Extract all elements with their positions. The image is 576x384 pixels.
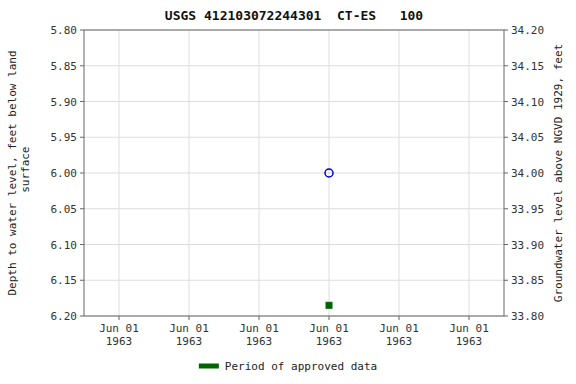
grid-line	[84, 208, 504, 209]
tick-label: 33.95	[511, 203, 544, 216]
text-line: 1963	[456, 335, 483, 348]
tick-label: 6.10	[51, 239, 78, 252]
grid	[84, 30, 504, 316]
legend: Period of approved data	[199, 360, 377, 373]
tick-mark	[80, 244, 84, 245]
tick-label: Jun 011963	[169, 322, 209, 348]
tick-mark	[504, 280, 508, 281]
grid-line	[84, 137, 504, 138]
tick-label: 33.90	[511, 239, 544, 252]
tick-mark	[80, 137, 84, 138]
grid-line	[119, 30, 120, 316]
grid-line	[84, 65, 504, 66]
text-line: Jun 01	[449, 322, 489, 335]
text-line: Jun 01	[309, 322, 349, 335]
text-line: 1963	[316, 335, 343, 348]
tick-label: Jun 011963	[379, 322, 419, 348]
tick-label: 34.00	[511, 167, 544, 180]
tick-label: 34.20	[511, 24, 544, 37]
tick-label: 33.85	[511, 274, 544, 287]
tick-label: 5.95	[51, 131, 78, 144]
tick-mark	[504, 244, 508, 245]
tick-label: Jun 011963	[239, 322, 279, 348]
tick-mark	[80, 30, 84, 31]
tick-label: 5.80	[51, 24, 78, 37]
legend-swatch	[199, 364, 219, 369]
grid-line	[84, 244, 504, 245]
tick-label: 34.05	[511, 131, 544, 144]
grid-line	[84, 173, 504, 174]
tick-label: Jun 011963	[99, 322, 139, 348]
tick-mark	[80, 208, 84, 209]
tick-mark	[189, 316, 190, 320]
grid-line	[259, 30, 260, 316]
tick-mark	[504, 173, 508, 174]
axis-label: Groundwater level above NGVD 1929, feet	[552, 44, 565, 302]
tick-label: 6.00	[51, 167, 78, 180]
tick-label: 5.85	[51, 60, 78, 73]
grid-line	[84, 101, 504, 102]
text-line: Jun 01	[379, 322, 419, 335]
tick-mark	[504, 30, 508, 31]
tick-label: 34.10	[511, 96, 544, 109]
chart-title: USGS 412103072244301 CT-ES 100	[165, 8, 423, 23]
legend-label: Period of approved data	[225, 360, 377, 373]
data-point	[325, 169, 333, 177]
tick-mark	[80, 65, 84, 66]
tick-mark	[259, 316, 260, 320]
axis-label: Depth to water level, feet below land su…	[6, 50, 32, 295]
text-line: Jun 01	[169, 322, 209, 335]
tick-label: 34.15	[511, 60, 544, 73]
text-line: 1963	[176, 335, 203, 348]
tick-label: 6.15	[51, 274, 78, 287]
tick-mark	[80, 173, 84, 174]
tick-mark	[504, 101, 508, 102]
tick-mark	[329, 316, 330, 320]
text-line: 1963	[106, 335, 133, 348]
marks	[325, 169, 333, 308]
tick-label: Jun 011963	[449, 322, 489, 348]
plot-frame	[84, 30, 504, 316]
tick-label: 5.90	[51, 96, 78, 109]
chart-svg: 5.80 5.85 5.90 5.95 6.00 6.05 6.10 6.15 6.20 34.2…	[0, 0, 576, 384]
tick-mark	[504, 137, 508, 138]
text-line: surface	[19, 147, 32, 200]
tick-label: 33.80	[511, 310, 544, 323]
text-line: 1963	[246, 335, 273, 348]
text-line: 1963	[386, 335, 413, 348]
tick-mark	[119, 316, 120, 320]
tick-mark	[469, 316, 470, 320]
grid-line	[189, 30, 190, 316]
tick-mark	[80, 280, 84, 281]
grid-line	[84, 280, 504, 281]
grid-line	[329, 30, 330, 316]
tick-label: Jun 011963	[309, 322, 349, 348]
grid-line	[399, 30, 400, 316]
text-line: Jun 01	[99, 322, 139, 335]
grid-line	[469, 30, 470, 316]
tick-label: 6.20	[51, 310, 78, 323]
text-line: Depth to water level, feet below land	[6, 50, 19, 295]
text-line: Groundwater level above NGVD 1929, feet	[552, 44, 565, 302]
text-line: Jun 01	[239, 322, 279, 335]
tick-mark	[504, 208, 508, 209]
tick-mark	[504, 65, 508, 66]
chart-container: 5.80 5.85 5.90 5.95 6.00 6.05 6.10 6.15 6.20 34.2…	[0, 0, 576, 384]
axes: 5.80 5.85 5.90 5.95 6.00 6.05 6.10 6.15 6.20 34.2…	[51, 24, 545, 348]
tick-mark	[80, 316, 84, 317]
tick-mark	[80, 101, 84, 102]
data-point	[326, 302, 332, 308]
tick-mark	[399, 316, 400, 320]
tick-label: 6.05	[51, 203, 78, 216]
tick-mark	[504, 316, 508, 317]
